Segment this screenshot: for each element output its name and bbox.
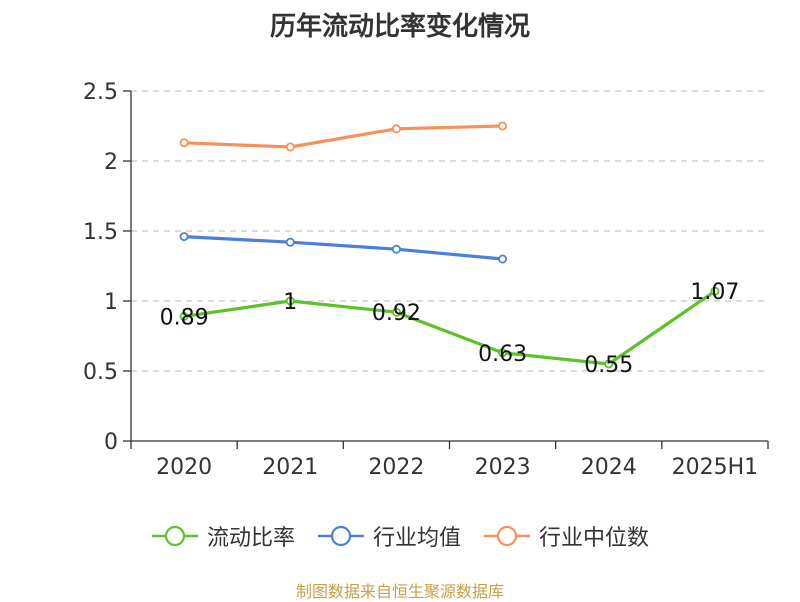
data-point bbox=[498, 254, 508, 264]
legend: 流动比率 行业均值 行业中位数 bbox=[0, 520, 800, 552]
data-label: 1.07 bbox=[690, 280, 739, 305]
legend-swatch-marker bbox=[164, 525, 186, 547]
x-tick-label: 2024 bbox=[581, 455, 637, 480]
legend-label: 行业中位数 bbox=[539, 526, 650, 551]
data-point bbox=[391, 244, 401, 254]
data-point bbox=[391, 124, 401, 134]
legend-label: 行业均值 bbox=[372, 526, 461, 551]
axes: 0 0.5 1 1.5 2 2.5 2020 2021 2022 2023 2024 2025H1 bbox=[83, 80, 769, 480]
chart-title: 历年流动比率变化情况 bbox=[269, 12, 530, 42]
series-lines bbox=[179, 121, 720, 369]
data-label: 0.89 bbox=[160, 305, 209, 330]
data-point bbox=[179, 311, 189, 321]
data-label: 0.63 bbox=[478, 342, 527, 367]
data-labels: 0.89 1 0.92 0.63 0.55 1.07 bbox=[160, 280, 740, 378]
y-tick-label: 0 bbox=[104, 430, 118, 455]
data-point bbox=[179, 138, 189, 148]
y-tick-label: 0.5 bbox=[83, 360, 118, 385]
data-point bbox=[285, 296, 295, 306]
legend-swatch-marker bbox=[330, 525, 352, 547]
series-line bbox=[183, 235, 503, 261]
legend-swatch bbox=[151, 525, 198, 547]
data-point bbox=[285, 142, 295, 152]
y-tick-label: 2.5 bbox=[83, 80, 118, 105]
legend-item[interactable]: 行业中位数 bbox=[483, 520, 649, 552]
legend-swatch bbox=[317, 525, 364, 547]
legend-label: 流动比率 bbox=[206, 526, 295, 551]
x-tick-label: 2025H1 bbox=[672, 455, 759, 480]
data-point bbox=[285, 237, 295, 247]
legend-swatch bbox=[484, 525, 530, 547]
data-point bbox=[710, 286, 720, 296]
data-point bbox=[391, 307, 401, 317]
data-point bbox=[604, 359, 614, 369]
grid-lines bbox=[131, 90, 768, 372]
x-tick-label: 2021 bbox=[262, 455, 318, 480]
data-point bbox=[498, 348, 508, 358]
legend-item[interactable]: 行业均值 bbox=[317, 520, 461, 552]
data-label: 1 bbox=[283, 290, 297, 315]
legend-item[interactable]: 流动比率 bbox=[151, 520, 295, 552]
y-tick-label: 2 bbox=[104, 150, 118, 175]
data-label: 0.55 bbox=[584, 353, 633, 378]
source-note: 制图数据来自恒生聚源数据库 bbox=[295, 582, 504, 601]
series-line bbox=[183, 289, 716, 366]
data-label: 0.92 bbox=[372, 301, 421, 326]
data-point bbox=[179, 232, 189, 242]
series-line bbox=[184, 124, 503, 149]
x-tick-label: 2020 bbox=[156, 455, 212, 480]
data-point bbox=[498, 121, 508, 131]
y-tick-label: 1 bbox=[104, 290, 118, 315]
x-tick-label: 2022 bbox=[368, 455, 424, 480]
legend-swatch-marker bbox=[496, 525, 518, 547]
x-tick-label: 2023 bbox=[475, 455, 531, 480]
y-tick-label: 1.5 bbox=[83, 220, 118, 245]
